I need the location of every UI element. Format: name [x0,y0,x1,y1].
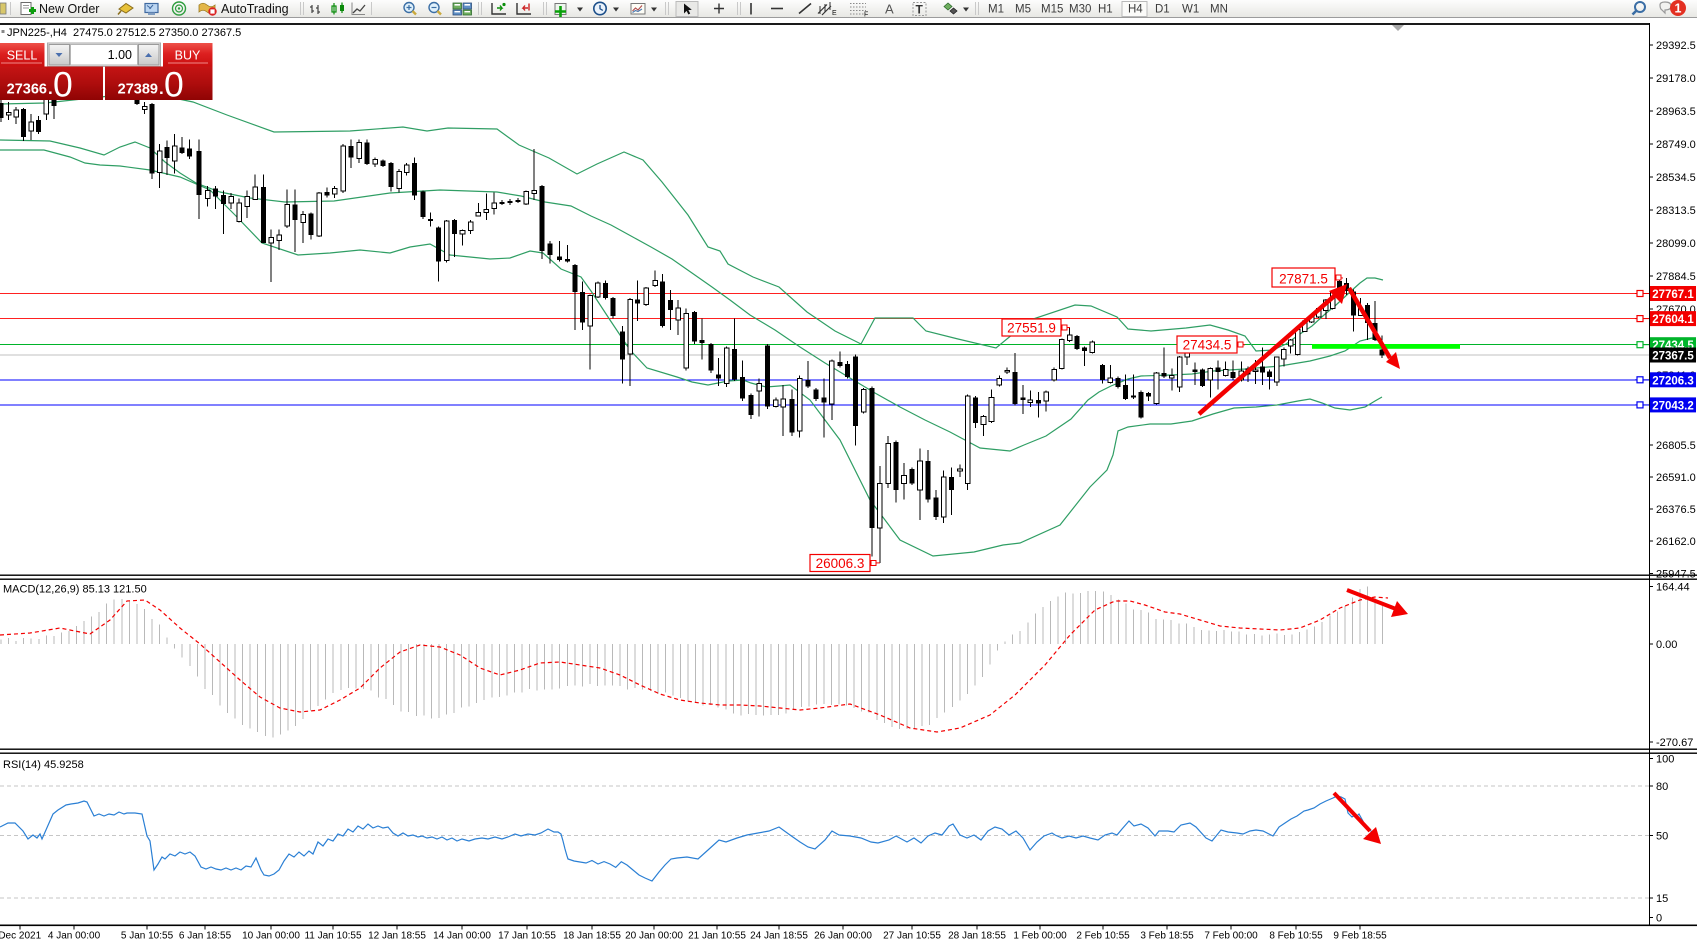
svg-text:AutoTrading: AutoTrading [221,2,289,16]
svg-text:27043.2: 27043.2 [1652,400,1694,412]
svg-text:A: A [885,2,894,17]
svg-text:20 Jan 00:00: 20 Jan 00:00 [625,931,683,942]
svg-text:28534.5: 28534.5 [1656,172,1696,184]
svg-text:M15: M15 [1041,4,1063,16]
svg-text:9 Feb 18:55: 9 Feb 18:55 [1333,931,1387,942]
svg-text:28313.5: 28313.5 [1656,205,1696,217]
svg-text:T: T [916,3,924,17]
svg-text:21 Jan 10:55: 21 Jan 10:55 [688,931,746,942]
svg-text:0: 0 [53,65,73,105]
svg-text:28099.0: 28099.0 [1656,238,1696,250]
svg-text:W1: W1 [1182,4,1199,16]
svg-text:80: 80 [1656,781,1668,793]
svg-text:7 Feb 00:00: 7 Feb 00:00 [1204,931,1258,942]
svg-text:12 Jan 18:55: 12 Jan 18:55 [368,931,426,942]
svg-text:MACD(12,26,9) 85.13 121.50: MACD(12,26,9) 85.13 121.50 [3,584,147,596]
svg-text:5 Jan 10:55: 5 Jan 10:55 [121,931,174,942]
svg-text:26591.0: 26591.0 [1656,472,1696,484]
svg-text:MN: MN [1210,4,1228,16]
svg-text:27767.1: 27767.1 [1652,289,1694,301]
svg-text:164.44: 164.44 [1656,581,1690,593]
svg-text:26162.0: 26162.0 [1656,536,1696,548]
svg-text:D1: D1 [1155,4,1170,16]
svg-text:M5: M5 [1015,4,1031,16]
svg-text:0: 0 [164,65,184,105]
svg-text:H4: H4 [1128,4,1143,16]
svg-text:28963.5: 28963.5 [1656,106,1696,118]
svg-text:100: 100 [1656,754,1674,766]
svg-text:JPN225-,H4 27475.0 27512.5 27: JPN225-,H4 27475.0 27512.5 27350.0 27367… [7,27,241,39]
svg-text:28 Jan 18:55: 28 Jan 18:55 [948,931,1006,942]
svg-text:M1: M1 [988,4,1004,16]
svg-text:27884.5: 27884.5 [1656,271,1696,283]
svg-text:27366: 27366 [7,82,47,98]
svg-text:29392.5: 29392.5 [1656,40,1696,52]
svg-text:-270.67: -270.67 [1656,737,1693,749]
svg-text:E: E [832,10,837,17]
svg-text:1: 1 [1675,2,1682,16]
svg-text:28749.0: 28749.0 [1656,139,1696,151]
svg-text:26006.3: 26006.3 [816,556,865,571]
svg-text:1.00: 1.00 [108,48,132,62]
svg-text:26 Jan 00:00: 26 Jan 00:00 [814,931,872,942]
svg-text:RSI(14) 45.9258: RSI(14) 45.9258 [3,759,84,771]
svg-text:50: 50 [1656,831,1668,843]
svg-text:27206.3: 27206.3 [1652,375,1694,387]
svg-text:11 Jan 10:55: 11 Jan 10:55 [304,931,362,942]
svg-text:17 Jan 10:55: 17 Jan 10:55 [498,931,556,942]
svg-text:27551.9: 27551.9 [1007,321,1056,336]
svg-text:14 Jan 00:00: 14 Jan 00:00 [433,931,491,942]
svg-text:4 Jan 00:00: 4 Jan 00:00 [48,931,101,942]
svg-text:H1: H1 [1098,4,1113,16]
svg-text:27434.5: 27434.5 [1183,338,1232,353]
svg-text:M30: M30 [1069,4,1091,16]
svg-text:6 Jan 18:55: 6 Jan 18:55 [179,931,232,942]
svg-text:0.00: 0.00 [1656,639,1677,651]
svg-text:27 Jan 10:55: 27 Jan 10:55 [883,931,941,942]
svg-text:New Order: New Order [39,2,99,16]
svg-text:1 Feb 00:00: 1 Feb 00:00 [1013,931,1067,942]
svg-text:SELL: SELL [7,49,38,63]
svg-text:26805.5: 26805.5 [1656,440,1696,452]
svg-text:26376.5: 26376.5 [1656,504,1696,516]
svg-text:27389: 27389 [118,82,158,98]
svg-text:3 Feb 18:55: 3 Feb 18:55 [1140,931,1194,942]
svg-text:29178.0: 29178.0 [1656,73,1696,85]
svg-text:18 Jan 18:55: 18 Jan 18:55 [563,931,621,942]
svg-text:24 Jan 18:55: 24 Jan 18:55 [750,931,808,942]
svg-text:27604.1: 27604.1 [1652,314,1694,326]
svg-text:8 Feb 10:55: 8 Feb 10:55 [1269,931,1323,942]
svg-text:2 Feb 10:55: 2 Feb 10:55 [1076,931,1130,942]
svg-text:BUY: BUY [175,49,201,63]
svg-text:F: F [864,12,868,19]
svg-text:27871.5: 27871.5 [1279,272,1328,287]
svg-text:0: 0 [1656,913,1662,925]
svg-text:15: 15 [1656,893,1668,905]
svg-text:27367.5: 27367.5 [1652,351,1694,363]
svg-text:10 Jan 00:00: 10 Jan 00:00 [242,931,300,942]
svg-text:25947.5: 25947.5 [1656,569,1696,581]
svg-text:1 Dec 2021: 1 Dec 2021 [0,931,42,942]
